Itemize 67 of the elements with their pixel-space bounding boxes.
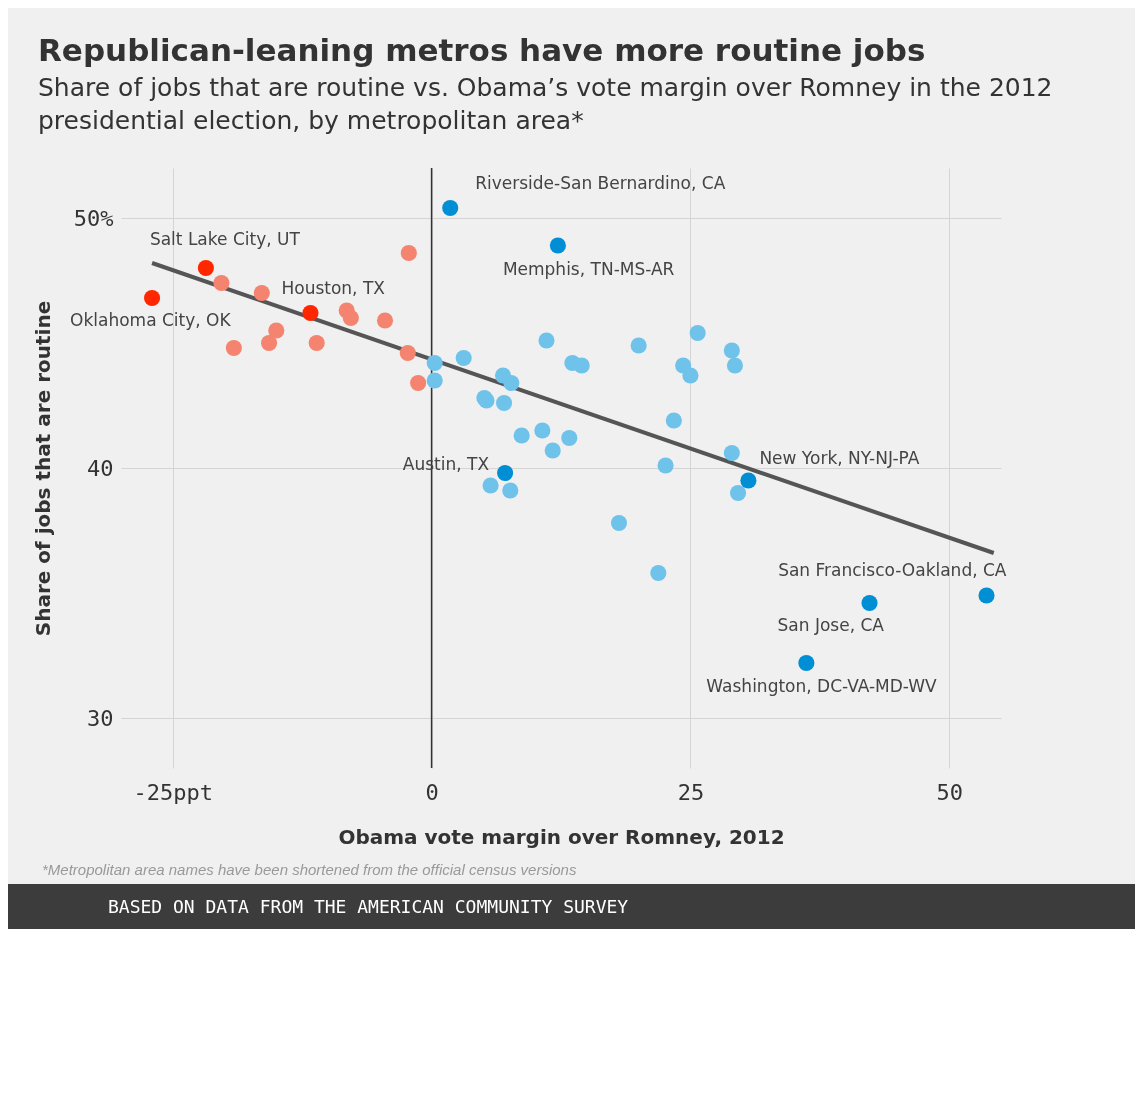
point	[729, 484, 747, 502]
point	[689, 324, 706, 342]
annotation: San Francisco-Oakland, CA	[778, 559, 1007, 580]
point	[260, 334, 278, 352]
point	[513, 427, 530, 444]
annotation: Riverside-San Bernardino, CA	[475, 173, 726, 193]
x-tick-label: 50	[936, 779, 963, 805]
annotation: Salt Lake City, UT	[149, 229, 301, 249]
y-axis-title: Share of jobs that are routine	[30, 300, 55, 637]
point	[682, 367, 699, 384]
point	[342, 309, 359, 327]
x-tick-label: -25ppt	[133, 779, 214, 805]
point	[502, 482, 519, 499]
point	[496, 394, 513, 412]
point	[410, 374, 427, 392]
point	[400, 244, 417, 262]
point	[610, 514, 628, 532]
point	[740, 472, 757, 489]
point	[144, 289, 161, 307]
point	[308, 334, 325, 352]
y-tick-label: 50%	[73, 205, 114, 231]
point	[197, 259, 214, 277]
point	[225, 339, 242, 357]
point	[213, 274, 230, 292]
point	[798, 654, 815, 672]
point	[268, 322, 285, 339]
point	[253, 284, 270, 302]
chart-title: Republican-leaning metros have more routine jobs	[37, 31, 927, 68]
chart-subtitle: Share of jobs that are routine vs. Obama’s vote margin over Romney in the 2012 presidential election, by metropolitan area*	[37, 72, 1054, 137]
y-tick-label: 40	[87, 455, 114, 481]
text: *Metropolitan area names have been shortened from the official census versions	[41, 860, 578, 880]
text: BASED ON DATA FROM THE AMERICAN COMMUNITY SURVEY	[8, 884, 1135, 929]
point	[302, 304, 319, 322]
point	[426, 354, 443, 372]
point	[549, 237, 566, 254]
point	[657, 457, 674, 474]
point	[503, 374, 520, 392]
point	[650, 564, 667, 582]
point	[630, 337, 647, 354]
point	[376, 312, 394, 329]
point	[978, 587, 995, 604]
point	[544, 442, 561, 459]
point	[723, 342, 740, 359]
point	[497, 464, 514, 482]
point	[665, 412, 682, 429]
point	[723, 444, 740, 462]
annotation: Houston, TX	[281, 278, 386, 298]
point	[482, 477, 499, 494]
point	[534, 422, 551, 439]
point	[538, 332, 555, 349]
point	[561, 429, 578, 447]
x-tick-label: 0	[425, 779, 439, 805]
x-tick-label: 25	[677, 779, 705, 805]
annotation: Oklahoma City, OK	[70, 310, 232, 330]
annotation: Washington, DC-VA-MD-WV	[706, 676, 938, 696]
point	[573, 357, 590, 374]
point	[442, 199, 459, 217]
x-axis-title: Obama vote margin over Romney, 2012	[338, 824, 785, 849]
point	[455, 349, 472, 367]
point	[861, 594, 878, 612]
point	[726, 357, 743, 374]
annotation: San Jose, CA	[777, 615, 885, 635]
point	[399, 344, 416, 362]
y-tick-label: 30	[87, 705, 114, 731]
annotation: New York, NY-NJ-PA	[759, 447, 920, 468]
annotation: Memphis, TN-MS-AR	[502, 258, 675, 279]
point	[426, 372, 443, 389]
